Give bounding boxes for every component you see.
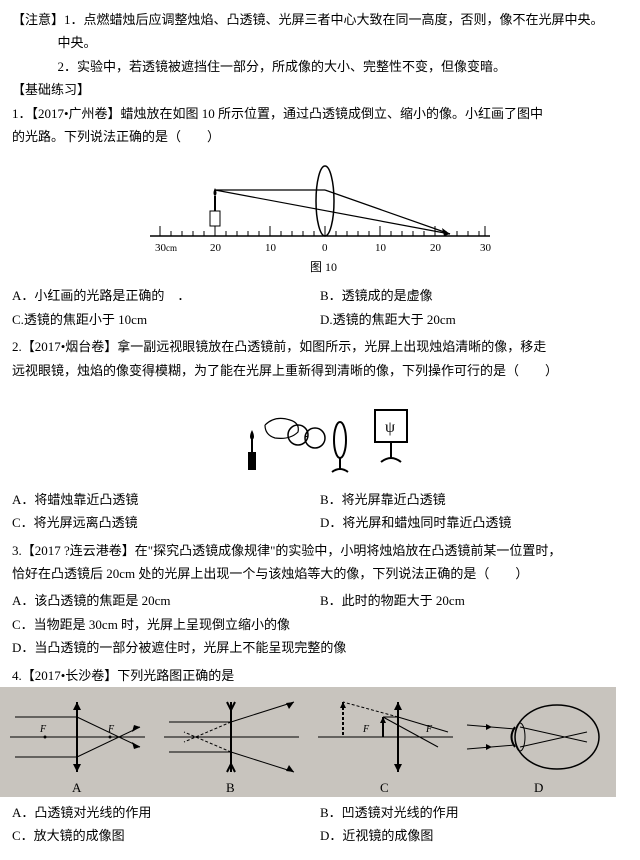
svg-text:10: 10 (265, 242, 277, 254)
q4-options: A．凸透镜对光线的作用 B．凹透镜对光线的作用 C．放大镜的成像图 D．近视镜的… (12, 801, 628, 848)
svg-text:10: 10 (375, 242, 387, 254)
q3-opt-a: A．该凸透镜的焦距是 20cm (12, 589, 320, 612)
svg-text:20: 20 (430, 242, 442, 254)
q4-opt-c: C．放大镜的成像图 (12, 824, 320, 847)
q4-diagram: FF A B FF C D (0, 687, 616, 797)
q1-opt-b: B．透镜成的是虚像 (320, 284, 628, 307)
q4-opt-d: D．近视镜的成像图 (320, 824, 628, 847)
q2-opt-a: A．将蜡烛靠近凸透镜 (12, 488, 320, 511)
q1-opt-c: C.透镜的焦距小于 10cm (12, 308, 320, 331)
svg-text:ψ: ψ (385, 419, 395, 436)
q3-opt-b: B．此时的物距大于 20cm (320, 589, 628, 612)
q2-opt-c: C．将光屏远离凸透镜 (12, 511, 320, 534)
section-title: 【基础练习】 (12, 78, 628, 101)
note-item-2: 2．实验中，若透镜被遮挡住一部分，所成像的大小、完整性不变，但像变暗。 (58, 55, 629, 78)
q2-opt-d: D．将光屏和蜡烛同时靠近凸透镜 (320, 511, 628, 534)
q2-options: A．将蜡烛靠近凸透镜 B．将光屏靠近凸透镜 C．将光屏远离凸透镜 D．将光屏和蜡… (12, 488, 628, 535)
q3-opt-d: D．当凸透镜的一部分被遮住时，光屏上不能呈现完整的像 (12, 636, 628, 659)
notes-block: 【注意】1．点燃蜡烛后应调整烛焰、凸透镜、光屏三者中心大致在同一高度，否则，像不… (12, 8, 628, 78)
q3: 3.【2017 ?连云港卷】在"探究凸透镜成像规律"的实验中，小明将烛焰放在凸透… (12, 539, 628, 660)
svg-text:20: 20 (210, 242, 222, 254)
q1-options: A．小红画的光路是正确的 ． B．透镜成的是虚像 C.透镜的焦距小于 10cm … (12, 284, 628, 331)
q4-opt-b: B．凹透镜对光线的作用 (320, 801, 628, 824)
q3-options: A．该凸透镜的焦距是 20cm B．此时的物距大于 20cm C．当物距是 30… (12, 589, 628, 659)
svg-text:图 10: 图 10 (310, 260, 337, 274)
q2-opt-b: B．将光屏靠近凸透镜 (320, 488, 628, 511)
q1: 1．【2017•广州卷】蜡烛放在如图 10 所示位置，通过凸透镜成倒立、缩小的像… (12, 102, 628, 332)
q4-opt-a: A．凸透镜对光线的作用 (12, 801, 320, 824)
svg-text:A: A (72, 780, 82, 795)
svg-text:30: 30 (480, 242, 492, 254)
note-item-1-cont: 中央。 (58, 31, 629, 54)
q2-diagram: ψ (220, 390, 420, 480)
q2-stem-2: 远视眼镜，烛焰的像变得模糊，为了能在光屏上重新得到清晰的像，下列操作可行的是（ … (12, 359, 628, 382)
svg-text:D: D (534, 780, 543, 795)
q1-stem-2: 的光路。下列说法正确的是（ ） (12, 125, 628, 148)
q1-diagram: 30cm 20 10 0 10 20 30 图 10 (140, 156, 500, 276)
q4: 4.【2017•长沙卷】下列光路图正确的是 (12, 664, 628, 687)
note-item-1: 1．点燃蜡烛后应调整烛焰、凸透镜、光屏三者中心大致在同一高度，否则，像不在光屏中… (64, 12, 604, 27)
q4-stem: 4.【2017•长沙卷】下列光路图正确的是 (12, 664, 628, 687)
q2: 2.【2017•烟台卷】拿一副远视眼镜放在凸透镜前，如图所示，光屏上出现烛焰清晰… (12, 335, 628, 535)
q1-stem-1: 1．【2017•广州卷】蜡烛放在如图 10 所示位置，通过凸透镜成倒立、缩小的像… (12, 102, 628, 125)
svg-text:F: F (39, 724, 47, 735)
q2-stem-1: 2.【2017•烟台卷】拿一副远视眼镜放在凸透镜前，如图所示，光屏上出现烛焰清晰… (12, 335, 628, 358)
svg-text:B: B (226, 780, 235, 795)
q3-stem-1: 3.【2017 ?连云港卷】在"探究凸透镜成像规律"的实验中，小明将烛焰放在凸透… (12, 539, 628, 562)
svg-text:0: 0 (322, 242, 328, 254)
note-label: 【注意】 (12, 12, 64, 27)
q1-opt-d: D.透镜的焦距大于 20cm (320, 308, 628, 331)
svg-text:F: F (362, 724, 370, 735)
svg-text:C: C (380, 780, 389, 795)
q1-opt-a: A．小红画的光路是正确的 ． (12, 284, 320, 307)
q3-opt-c: C．当物距是 30cm 时，光屏上呈现倒立缩小的像 (12, 613, 628, 636)
q3-stem-2: 恰好在凸透镜后 20cm 处的光屏上出现一个与该烛焰等大的像，下列说法正确的是（… (12, 562, 628, 585)
svg-text:30cm: 30cm (155, 242, 177, 254)
